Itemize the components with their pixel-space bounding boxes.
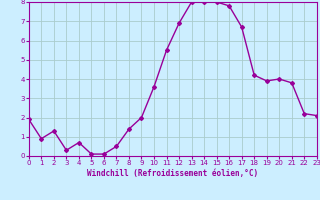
- X-axis label: Windchill (Refroidissement éolien,°C): Windchill (Refroidissement éolien,°C): [87, 169, 258, 178]
